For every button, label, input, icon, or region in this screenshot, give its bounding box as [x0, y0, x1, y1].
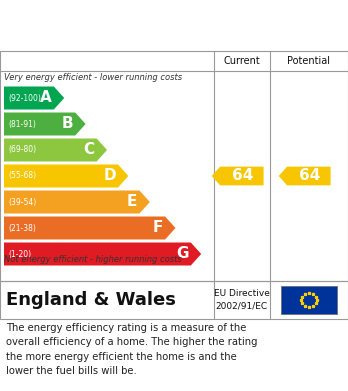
Text: F: F [153, 221, 163, 235]
Bar [281, 286, 337, 314]
Polygon shape [4, 242, 201, 265]
Text: 64: 64 [232, 169, 253, 183]
Polygon shape [279, 167, 331, 185]
Text: B: B [62, 117, 73, 131]
Text: England & Wales: England & Wales [6, 291, 176, 309]
Text: (55-68): (55-68) [8, 172, 36, 181]
Text: (21-38): (21-38) [8, 224, 36, 233]
Polygon shape [4, 113, 86, 136]
Text: The energy efficiency rating is a measure of the
overall efficiency of a home. T: The energy efficiency rating is a measur… [6, 323, 258, 376]
Polygon shape [4, 86, 64, 109]
Polygon shape [4, 165, 128, 188]
Polygon shape [4, 217, 175, 240]
Text: D: D [103, 169, 116, 183]
Polygon shape [4, 190, 150, 213]
Text: G: G [176, 246, 189, 262]
Text: C: C [84, 142, 95, 158]
Text: Very energy efficient - lower running costs: Very energy efficient - lower running co… [4, 74, 182, 83]
Text: E: E [127, 194, 137, 210]
Polygon shape [4, 138, 107, 161]
Polygon shape [212, 167, 263, 185]
Text: (1-20): (1-20) [8, 249, 31, 258]
Text: Not energy efficient - higher running costs: Not energy efficient - higher running co… [4, 255, 182, 264]
Text: EU Directive
2002/91/EC: EU Directive 2002/91/EC [214, 289, 270, 311]
Text: Potential: Potential [287, 56, 330, 66]
Text: 64: 64 [299, 169, 321, 183]
Text: Current: Current [223, 56, 260, 66]
Text: (81-91): (81-91) [8, 120, 36, 129]
Text: A: A [40, 90, 52, 106]
Text: (69-80): (69-80) [8, 145, 36, 154]
Text: (39-54): (39-54) [8, 197, 36, 206]
Text: (92-100): (92-100) [8, 93, 41, 102]
Text: Energy Efficiency Rating: Energy Efficiency Rating [9, 7, 219, 22]
